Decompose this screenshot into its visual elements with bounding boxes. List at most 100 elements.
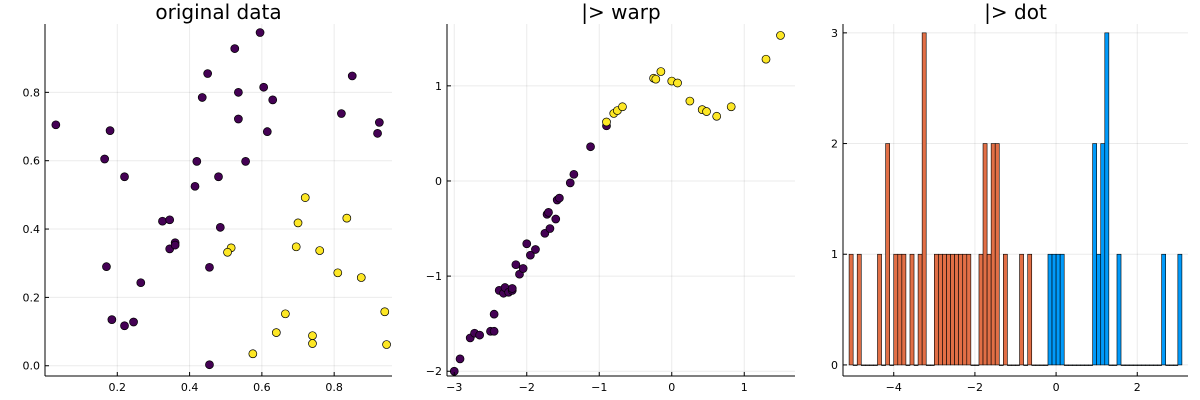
histogram-bar (901, 253, 907, 366)
scatter-point (380, 307, 390, 317)
histogram-bar (1007, 364, 1012, 366)
scatter-point (241, 157, 250, 166)
y-tick-label: 3 (831, 27, 838, 40)
scatter-point (522, 239, 532, 249)
chart-title: |> warp (581, 0, 660, 24)
scatter-point (165, 215, 175, 225)
scatter-point (333, 268, 343, 278)
scatter-point (248, 349, 258, 359)
histogram-bar (913, 364, 919, 366)
scatter-point (544, 208, 553, 217)
histogram-bar (1141, 364, 1146, 366)
scatter-point (281, 309, 290, 319)
scatter-point (489, 309, 499, 319)
histogram-bar (958, 253, 964, 366)
scatter-point (618, 102, 627, 112)
scatter-point (259, 82, 269, 92)
histogram-bar (1177, 253, 1183, 366)
scatter-point (702, 107, 711, 116)
histogram-bar (938, 253, 943, 366)
histogram-bar (1120, 364, 1126, 366)
scatter-point (120, 172, 129, 182)
scatter-point (373, 129, 382, 138)
histogram-bar (1063, 364, 1069, 366)
scatter-point (203, 69, 213, 78)
scatter-point (347, 71, 357, 81)
scatter-point (342, 213, 352, 223)
histogram-bar (970, 364, 976, 366)
x-tick-label: 0.8 (325, 381, 343, 394)
scatter-point (712, 111, 722, 121)
panel-original-data: 0.2 0.4 0.6 0.8 0.0 0.2 0.4 0.6 0.8 original data (23, 0, 392, 394)
histogram-bar (1003, 253, 1008, 366)
x-tick-label: 0 (1053, 381, 1060, 394)
histogram-bar (885, 143, 890, 366)
scatter-point (475, 330, 484, 340)
scatter-point (507, 284, 517, 293)
histogram-bar (1080, 364, 1085, 366)
histogram-bar (1031, 364, 1037, 366)
histogram-bar (917, 253, 923, 366)
histogram-bar (1145, 364, 1150, 366)
histogram-bar (893, 253, 899, 366)
histogram-bar (848, 253, 854, 366)
scatter-point (315, 246, 325, 255)
histogram-bar (1124, 364, 1130, 366)
scatter-point (489, 326, 499, 336)
y-tick-label: 0.2 (23, 291, 41, 304)
scatter-point (215, 222, 225, 232)
histogram-bar (889, 364, 895, 366)
scatter-point (656, 67, 666, 76)
histogram-bar (1108, 364, 1114, 366)
histogram-bar (1015, 364, 1020, 366)
scatter-point (455, 354, 465, 364)
scatter-point (129, 317, 138, 327)
scatter-point (551, 214, 561, 224)
histogram-bar (1027, 253, 1033, 366)
histogram-bar (852, 364, 858, 366)
histogram-bar (978, 253, 984, 366)
histogram-bar (905, 364, 911, 366)
histogram-bar (1128, 364, 1134, 366)
histogram-bar (1011, 364, 1016, 366)
y-tick-label: 0 (831, 359, 838, 372)
histogram-bar (1173, 364, 1179, 366)
y-tick-label: 2 (831, 138, 838, 151)
y-tick-label: −2 (426, 365, 442, 378)
x-tick-label: 2 (1134, 381, 1141, 394)
scatter-point (518, 264, 528, 273)
histogram-bar (1104, 32, 1110, 366)
histogram-bar (934, 253, 939, 366)
histogram-bar (1076, 364, 1081, 366)
scatter-point (308, 339, 317, 348)
scatter-point (170, 240, 180, 250)
scatter-point (526, 250, 535, 260)
scatter-point (300, 193, 310, 202)
x-tick-label: 0.4 (181, 381, 199, 394)
histogram-bar (860, 364, 866, 366)
y-tick-label: 0.8 (23, 86, 41, 99)
x-tick-label: 0.2 (109, 381, 127, 394)
x-tick-label: −4 (886, 381, 902, 394)
histogram-bar (869, 364, 874, 366)
histogram-bar (1019, 253, 1024, 366)
histogram-bar (962, 253, 968, 366)
histogram-bar (1116, 253, 1122, 366)
histogram-bar (982, 143, 988, 366)
histogram-bar (950, 253, 955, 366)
histogram-bar (974, 364, 980, 366)
scatter-point (234, 114, 243, 124)
scatter-point (105, 126, 115, 135)
scatter-point (337, 109, 346, 118)
histogram-bar (1023, 364, 1028, 366)
y-tick-label: 1 (435, 80, 442, 93)
scatter-point (230, 44, 240, 53)
scatter-point (268, 95, 278, 105)
scatter-point (673, 78, 682, 88)
histogram-bar (986, 253, 992, 366)
x-tick-label: 1 (741, 381, 748, 394)
scatter-point (234, 87, 243, 97)
histogram-bar (1149, 364, 1154, 366)
y-tick-label: 0.6 (23, 155, 41, 168)
